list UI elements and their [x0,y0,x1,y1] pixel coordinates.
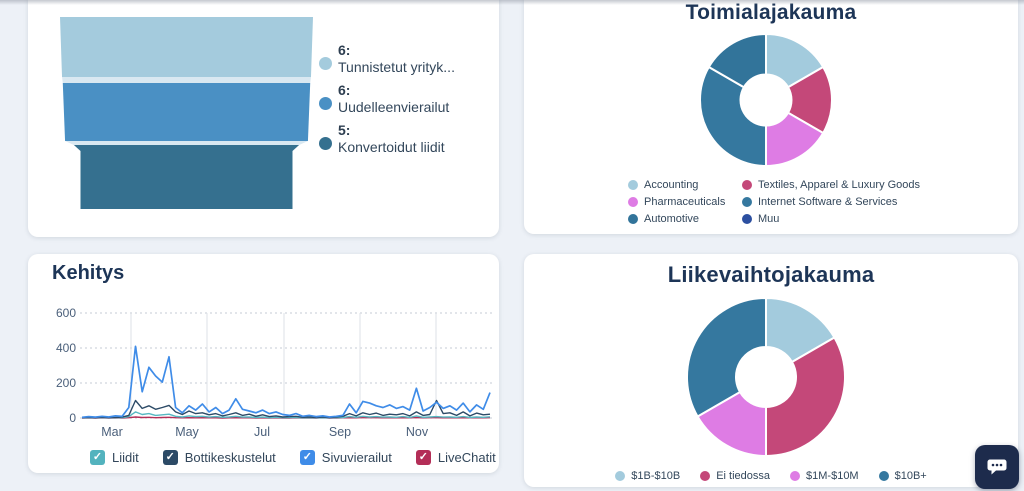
donut-slice[interactable] [765,297,836,363]
funnel-stage-value: 6: [338,82,351,98]
legend-item: Accounting [628,176,738,193]
legend-item: $1B-$10B [615,470,680,482]
series-legend-label: Sivuvierailut [321,450,392,465]
legend-dot-icon [319,137,332,150]
kehitys-card: Kehitys 600 400 200 0 Mar May Jul Sep Nov ✓ Liid… [28,254,499,473]
legend-dot-icon [878,471,889,481]
legend-label: Textiles, Apparel & Luxury Goods [758,178,921,191]
series-toggle-sivuvierailut[interactable]: ✓ Sivuvierailut [299,450,392,465]
legend-dot-icon [700,471,711,481]
series-line-liidit [81,411,491,419]
legend-label: $1M-$10M [806,470,859,482]
series-legend: ✓ Liidit ✓ Bottikeskustelut ✓ Sivuvierailut ✓ L… [90,450,496,465]
funnel-legend-item: 6: Tunnistetut yrityk... [319,42,489,82]
x-tick-label: Nov [405,425,429,439]
x-tick-label: Sep [328,425,352,439]
revenue-legend: $1B-$10B Ei tiedossa $1M-$10M $10B+ [524,470,1018,482]
legend-label: Pharmaceuticals [644,195,726,208]
series-line-bottikeskustelut [81,399,491,419]
revenue-card: Liikevaihtojakauma $1B-$10B Ei tiedossa $1… [524,254,1018,487]
series-toggle-liidit[interactable]: ✓ Liidit [90,450,139,465]
checkbox-checked-icon: ✓ [299,450,315,465]
kehitys-line-chart [80,312,492,419]
funnel-band [62,83,311,141]
legend-item: Ei tiedossa [700,470,770,482]
legend-label: $1B-$10B [631,470,681,482]
legend-dot-icon [742,179,752,190]
series-legend-label: LiveChatit [437,450,496,465]
legend-item: Automotive [628,210,738,227]
x-tick-label: Mar [101,425,123,439]
legend-item: Textiles, Apparel & Luxury Goods [742,176,920,193]
y-tick-label: 0 [69,411,76,425]
series-line-sivuvierailut [81,345,491,419]
funnel-legend-item: 5: Konvertoidut liidit [319,122,489,162]
legend-dot-icon [319,97,332,110]
funnel-card: 6: Tunnistetut yrityk... 6: Uudelleenvierai… [28,0,499,237]
legend-label: Automotive [644,212,700,225]
funnel-chart [60,17,313,209]
legend-dot-icon [628,213,638,224]
checkbox-checked-icon: ✓ [415,450,431,465]
series-legend-label: Bottikeskustelut [184,450,276,465]
y-tick-label: 400 [55,341,76,355]
donut-slice[interactable] [686,297,767,418]
kehitys-title: Kehitys [52,262,125,284]
legend-dot-icon [790,471,801,481]
y-tick-label: 600 [55,306,76,320]
funnel-band [73,145,300,151]
series-toggle-bottikeskustelut[interactable]: ✓ Bottikeskustelut [162,450,276,465]
funnel-stage-value: 5: [338,122,351,138]
industry-card: Toimialajakauma Accounting Textiles, Appa… [524,0,1018,234]
funnel-legend-item: 6: Uudelleenvierailut [319,82,489,122]
legend-dot-icon [628,196,638,207]
legend-item: Muu [742,210,920,227]
funnel-band [80,151,293,209]
y-tick-label: 200 [55,376,76,390]
revenue-donut-chart [686,297,846,457]
legend-label: Internet Software & Services [758,195,898,208]
funnel-band [65,141,308,145]
legend-label: Muu [758,212,780,225]
checkbox-checked-icon: ✓ [90,450,105,465]
series-toggle-livechatit[interactable]: ✓ LiveChatit [415,450,496,465]
legend-item: Internet Software & Services [742,193,920,210]
checkbox-checked-icon: ✓ [162,450,178,465]
industry-legend: Accounting Textiles, Apparel & Luxury Goo… [628,176,920,227]
legend-dot-icon [319,57,332,70]
legend-label: $10B+ [894,470,927,482]
industry-title: Toimialajakauma [685,1,857,24]
donut-slice[interactable] [696,391,767,457]
funnel-stage-label: Konvertoidut liidit [338,139,445,155]
chat-bubble-icon [987,459,1007,475]
funnel-band [60,17,313,77]
industry-donut-chart [699,33,833,167]
x-tick-label: May [175,425,199,439]
donut-slice[interactable] [699,66,767,167]
legend-item: $1M-$10M [790,470,859,482]
revenue-title: Liikevaihtojakauma [667,262,875,287]
legend-label: Ei tiedossa [716,470,771,482]
legend-dot-icon [742,213,752,224]
legend-item: $10B+ [878,470,927,482]
x-tick-label: Jul [254,425,270,439]
legend-dot-icon [742,196,752,207]
series-legend-label: Liidit [112,450,139,465]
chat-widget-button[interactable] [975,445,1019,489]
funnel-stage-value: 6: [338,42,351,58]
legend-dot-icon [615,471,626,481]
funnel-band [62,77,311,83]
donut-slice[interactable] [765,336,846,457]
legend-label: Accounting [644,178,699,191]
donut-slice[interactable] [707,33,767,89]
top-shadow [0,0,1024,5]
funnel-stage-label: Tunnistetut yrityk... [338,59,455,75]
funnel-stage-label: Uudelleenvierailut [338,99,450,115]
legend-item: Pharmaceuticals [628,193,738,210]
legend-dot-icon [628,179,638,190]
